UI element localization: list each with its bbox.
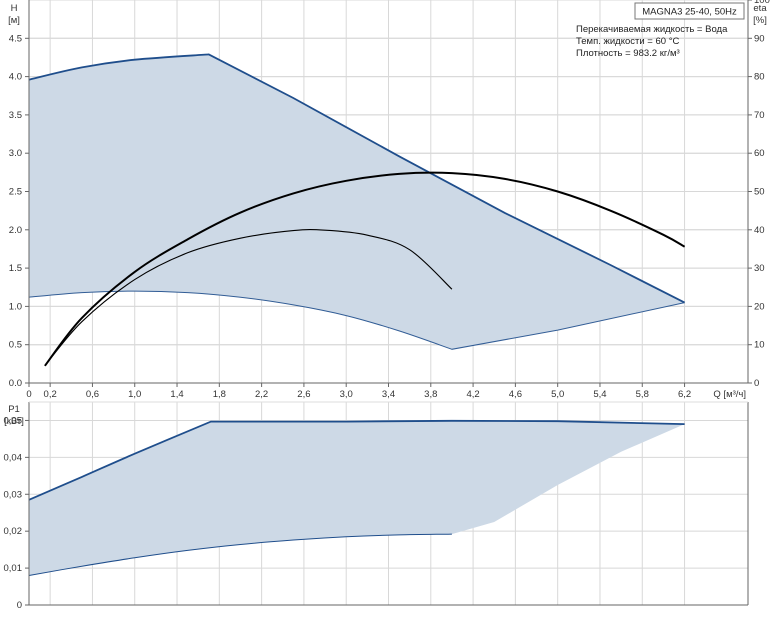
y-tick-label: 2.0: [9, 225, 22, 236]
y2-tick-label: 0: [754, 378, 759, 389]
y2-tick-label: 60: [754, 148, 765, 159]
max-curve-line: [28, 53, 686, 304]
y-tick-label: 1.5: [9, 263, 22, 274]
x-tick-label: 0,2: [44, 389, 57, 400]
x-tick-label: 3,0: [340, 389, 353, 400]
y2-tick-label: 40: [754, 225, 765, 236]
y-axis-label-unit: [м]: [8, 15, 20, 26]
power-max-line: [28, 419, 685, 501]
y-tick-label: 0,03: [4, 489, 23, 500]
y2-tick-label: 20: [754, 301, 765, 312]
title-box: MAGNA3 25-40, 50Hz: [634, 2, 745, 20]
y-tick-label: 1.0: [9, 301, 22, 312]
y-tick-label: 0,05: [4, 415, 23, 426]
x-tick-label: 1,0: [128, 389, 141, 400]
y-tick-label: 0,02: [4, 526, 23, 537]
power-axis-label-name: P1: [8, 404, 20, 415]
x-axis-label: Q [м³/ч]: [713, 389, 746, 400]
title-frame: [634, 2, 745, 20]
power-range-area: [29, 420, 685, 576]
min-curve-line: [28, 290, 685, 350]
x-tick-label: 1,4: [170, 389, 183, 400]
y-tick-label: 0.5: [9, 340, 22, 351]
eta-max-line: [44, 171, 686, 367]
power-min-line: [28, 533, 452, 576]
x-tick-label: 4,6: [509, 389, 522, 400]
y2-tick-label: 30: [754, 263, 765, 274]
x-tick-label: 5,4: [593, 389, 606, 400]
x-tick-label: 5,0: [551, 389, 564, 400]
y-tick-label: 2.5: [9, 187, 22, 198]
y2-tick-label: 70: [754, 110, 765, 121]
y-axis-label-name: H: [11, 3, 18, 14]
y-tick-label: 0: [17, 600, 22, 611]
y2-tick-label: 50: [754, 187, 765, 198]
y-tick-label: 0,04: [4, 452, 23, 463]
x-tick-label: 2,6: [297, 389, 310, 400]
x-tick-label: 0,6: [86, 389, 99, 400]
y2-axis-label-name: eta: [753, 3, 767, 14]
x-tick-label: 6,2: [678, 389, 691, 400]
power-axis-label-unit: [кВт]: [4, 416, 24, 427]
x-tick-label: 1,8: [213, 389, 226, 400]
y-tick-label: 4.0: [9, 72, 22, 83]
y-tick-label: 0,01: [4, 563, 23, 574]
chart-title: MAGNA3 25-40, 50Hz: [642, 7, 737, 18]
y2-tick-label: 10: [754, 340, 765, 351]
annotation-3: Плотность = 983.2 кг/м³: [576, 48, 680, 59]
x-tick-label: 3,8: [424, 389, 437, 400]
operating-range-area: [29, 54, 685, 350]
annotation-1: Перекачиваемая жидкость = Вода: [576, 24, 728, 35]
x-tick-label: 2,2: [255, 389, 268, 400]
x-tick-label: 3,4: [382, 389, 395, 400]
y2-tick-label: 90: [754, 33, 765, 44]
eta-min-line: [44, 229, 453, 367]
y-tick-label: 3.5: [9, 110, 22, 121]
annotation-2: Темп. жидкости = 60 °C: [576, 36, 679, 47]
y-tick-label: 4.5: [9, 33, 22, 44]
y-tick-label: 0.0: [9, 378, 22, 389]
y-tick-label: 3.0: [9, 148, 22, 159]
y2-axis-label-unit: [%]: [753, 15, 767, 26]
head-efficiency-chart: 0.0 0.5 1.0 1.5 2.0 2.5 3.0 3.5 4.0 4.5 0 10 20 30 40 5…: [8, 0, 770, 400]
x-tick-label: 5,8: [636, 389, 649, 400]
y2-tick-label: 80: [754, 72, 765, 83]
y2-tick-label: 100: [754, 0, 770, 6]
x-tick-label: 0: [26, 389, 31, 400]
x-tick-label: 4,2: [466, 389, 479, 400]
